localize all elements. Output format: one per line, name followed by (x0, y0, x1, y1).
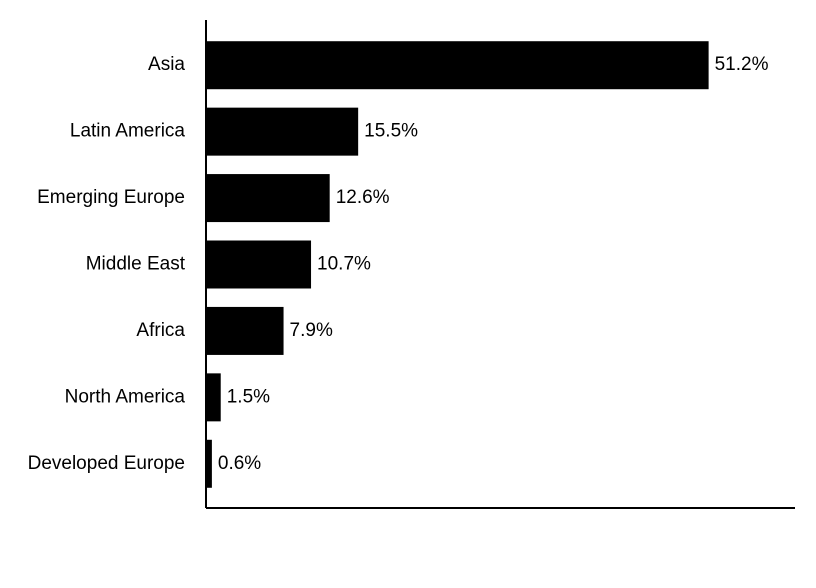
bar (206, 41, 709, 90)
data-label: 1.5% (227, 386, 270, 407)
y-tick-label: Latin America (70, 121, 186, 142)
data-label: 51.2% (715, 54, 769, 75)
data-label: 12.6% (336, 187, 390, 208)
bar (206, 240, 312, 289)
bar (206, 306, 284, 355)
y-tick-label: Africa (136, 320, 185, 341)
data-label: 0.6% (218, 453, 261, 474)
data-label: 15.5% (364, 121, 418, 142)
y-tick-label: Developed Europe (28, 453, 185, 474)
y-tick-label: North America (65, 386, 186, 407)
y-tick-label: Asia (148, 54, 185, 75)
data-label: 7.9% (290, 320, 333, 341)
bar (206, 107, 359, 156)
bar (206, 439, 212, 488)
y-tick-label: Emerging Europe (37, 187, 185, 208)
bar (206, 174, 330, 223)
y-tick-label: Middle East (86, 254, 186, 275)
bar (206, 373, 221, 422)
data-label: 10.7% (317, 254, 371, 275)
